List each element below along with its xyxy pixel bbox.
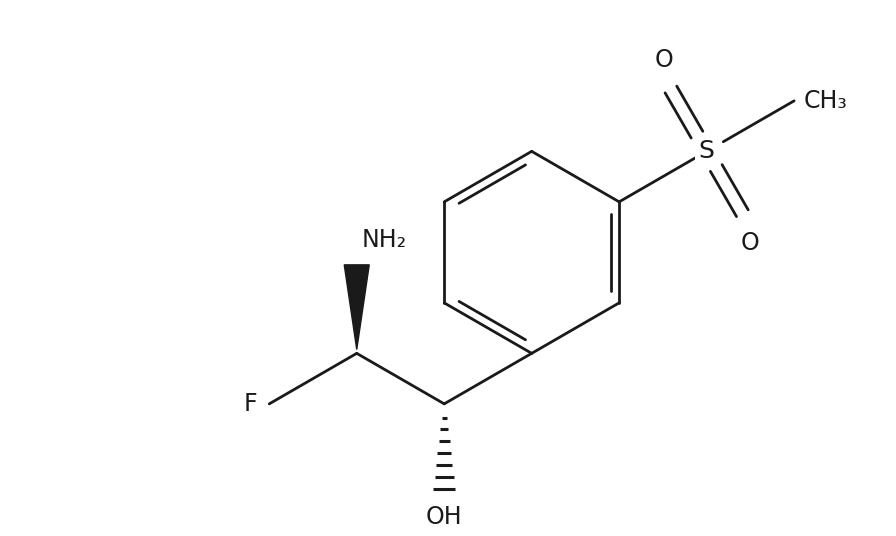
Text: F: F — [244, 392, 258, 416]
Text: NH₂: NH₂ — [362, 228, 407, 252]
Text: S: S — [699, 139, 715, 163]
Text: O: O — [654, 48, 673, 72]
Text: CH₃: CH₃ — [804, 89, 848, 113]
Text: OH: OH — [426, 505, 462, 529]
Text: O: O — [740, 230, 759, 255]
Polygon shape — [344, 265, 369, 349]
